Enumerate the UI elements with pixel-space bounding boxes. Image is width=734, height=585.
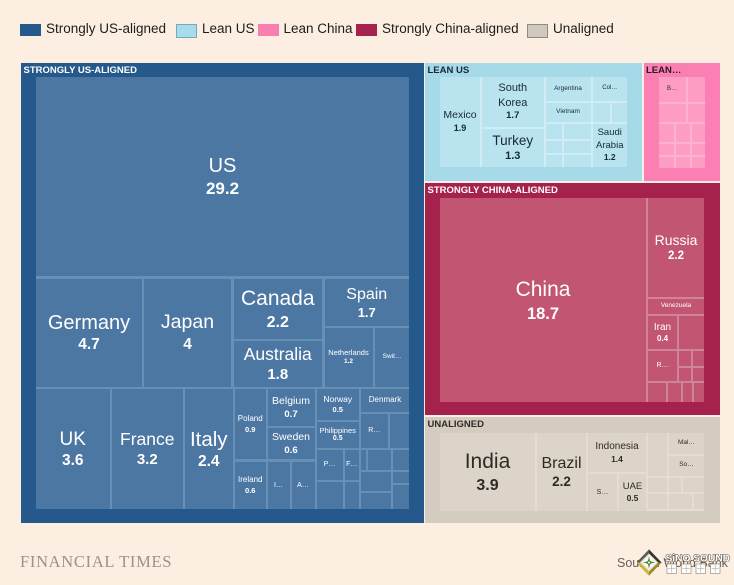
svg-text:SiNO SOUND: SiNO SOUND (666, 554, 731, 565)
